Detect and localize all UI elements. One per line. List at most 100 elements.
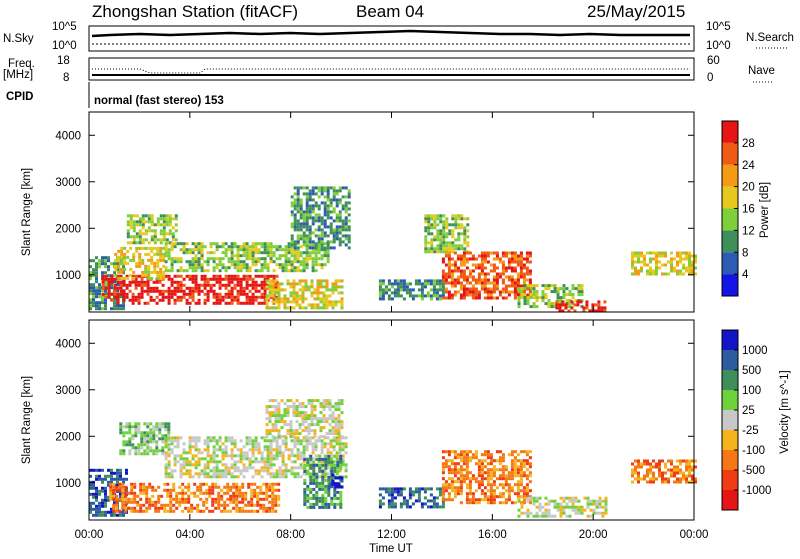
power-cell (302, 222, 306, 226)
power-cell (275, 295, 279, 299)
velocity-cell (146, 440, 150, 444)
power-cell (439, 244, 443, 248)
power-cell (239, 245, 243, 249)
power-cell (453, 278, 457, 282)
velocity-cell (322, 420, 326, 424)
power-cell (325, 282, 329, 286)
power-cell (426, 291, 430, 295)
velocity-cell (232, 500, 236, 504)
velocity-cell (239, 469, 243, 473)
power-cell (384, 288, 388, 292)
power-cell (477, 296, 481, 300)
power-cell (131, 292, 135, 296)
power-cell (477, 290, 481, 294)
power-cell (191, 260, 195, 264)
velocity-cell (456, 492, 460, 496)
velocity-cell (381, 487, 385, 491)
velocity-cell (335, 436, 339, 440)
power-cell (460, 214, 464, 218)
power-cell (92, 259, 95, 263)
power-cell (326, 216, 330, 220)
velocity-cell (309, 457, 313, 461)
power-cell (600, 309, 604, 313)
power-cell (319, 306, 323, 310)
velocity-cell (124, 506, 128, 510)
velocity-cell (320, 445, 324, 449)
velocity-cell (287, 454, 291, 458)
power-cell (334, 288, 338, 292)
power-cell (185, 248, 189, 252)
velocity-cell (142, 482, 146, 486)
velocity-cell (637, 462, 640, 466)
power-cell (161, 298, 165, 302)
velocity-cell (468, 450, 472, 454)
velocity-cell (233, 454, 237, 458)
power-cell (293, 246, 297, 250)
power-cell (113, 271, 116, 275)
power-cell (283, 300, 287, 304)
power-cell (427, 229, 431, 233)
velocity-cell (319, 402, 323, 406)
power-cell (430, 244, 434, 248)
velocity-cell (559, 505, 563, 509)
power-cell (251, 263, 255, 267)
power-cell (92, 286, 95, 290)
power-cell (95, 280, 98, 284)
velocity-cell (101, 513, 104, 517)
velocity-cell (480, 498, 484, 502)
velocity-cell (206, 463, 210, 467)
power-cell (634, 251, 637, 255)
velocity-cell (128, 449, 132, 453)
velocity-cell (116, 468, 119, 472)
velocity-cell (253, 491, 257, 495)
power-cell (323, 213, 327, 217)
power-cell (104, 259, 107, 263)
velocity-cell (251, 442, 255, 446)
velocity-cell (387, 490, 391, 494)
velocity-cell (312, 463, 316, 467)
velocity-cell (217, 503, 221, 507)
velocity-cell (101, 486, 104, 490)
power-cell (236, 274, 240, 278)
power-cell (92, 292, 95, 296)
power-cell (314, 251, 318, 255)
power-cell (516, 284, 520, 288)
velocity-cell (104, 513, 107, 517)
velocity-cell (310, 405, 314, 409)
power-cell (432, 291, 436, 295)
velocity-cell (310, 411, 314, 415)
power-cell (117, 270, 121, 274)
power-cell (326, 240, 330, 244)
velocity-cell (324, 457, 328, 461)
velocity-cell (125, 471, 128, 475)
power-cell (174, 214, 178, 218)
velocity-cell (562, 508, 566, 512)
power-cell (457, 214, 461, 218)
velocity-cell (340, 402, 344, 406)
power-cell (299, 269, 303, 273)
velocity-cell (266, 472, 270, 476)
velocity-cell (128, 443, 132, 447)
velocity-cell (523, 511, 527, 515)
power-cell (463, 217, 467, 221)
velocity-cell (109, 488, 113, 492)
power-cell (347, 192, 351, 196)
velocity-cell (432, 505, 436, 509)
power-cell (528, 281, 532, 285)
velocity-cell (568, 499, 572, 503)
velocity-cell (212, 445, 216, 449)
power-cell (640, 251, 643, 255)
velocity-cell (265, 411, 269, 415)
velocity-cell (160, 503, 164, 507)
velocity-cell (592, 511, 596, 515)
velocity-cell (321, 472, 325, 476)
power-cell (328, 303, 332, 307)
power-cell (504, 284, 508, 288)
power-cell (227, 280, 231, 284)
power-cell (134, 280, 138, 284)
power-cell (513, 293, 517, 297)
velocity-cell (278, 469, 282, 473)
velocity-cell (519, 465, 523, 469)
power-cell (185, 274, 189, 278)
velocity-cell (179, 463, 183, 467)
